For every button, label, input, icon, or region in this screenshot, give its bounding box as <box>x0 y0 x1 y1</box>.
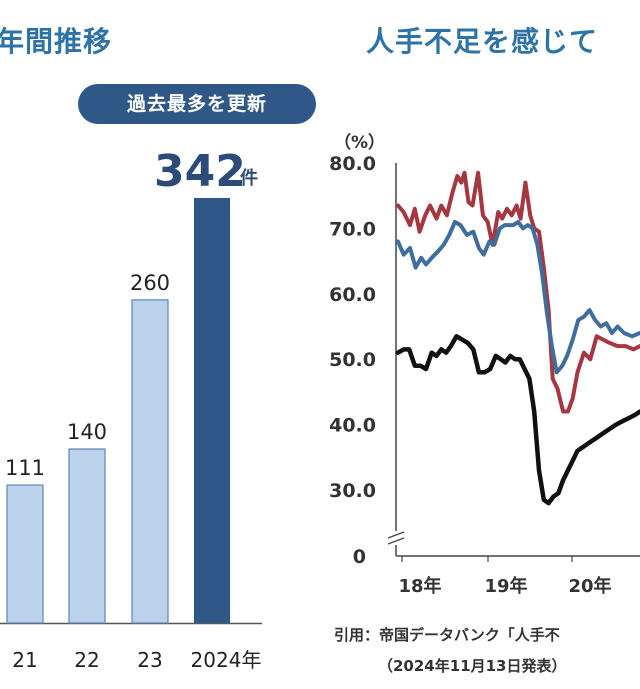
bar-2024年 <box>194 198 230 623</box>
citation-date: （2024年11月13日発表） <box>378 657 567 675</box>
y-axis-unit-label: （%） <box>334 133 386 153</box>
y-tick-60.0: 60.0 <box>329 284 376 306</box>
data-label-2024年: 342 <box>154 146 246 197</box>
bar-23 <box>131 299 169 624</box>
y-tick-80.0: 80.0 <box>329 153 376 175</box>
bar-22 <box>68 448 106 624</box>
bar-21 <box>6 484 44 624</box>
y-tick-40.0: 40.0 <box>329 415 376 437</box>
y-tick-0: 0 <box>353 546 366 568</box>
series-line-blue <box>396 219 640 375</box>
x-tick-19年: 19年 <box>484 575 527 597</box>
right-chart-title: 人手不足を感じて <box>366 25 599 58</box>
data-label-22: 140 <box>67 420 107 444</box>
x-tick-18年: 18年 <box>398 575 441 597</box>
data-label-23: 260 <box>130 271 170 295</box>
y-tick-50.0: 50.0 <box>329 349 376 371</box>
data-label-21: 111 <box>5 456 45 480</box>
data-label-unit: 件 <box>240 167 258 189</box>
left-chart-title: 年間推移 <box>0 25 113 58</box>
series-line-black <box>395 334 640 506</box>
line-chart: 0 30.0 40.0 50.0 60.0 70.0 80.0 18年 19年 20年 <box>329 153 640 597</box>
x-tick-22: 22 <box>74 648 99 672</box>
x-tick-2024年: 2024年 <box>191 648 262 672</box>
series-line-red <box>396 170 640 414</box>
citation-source: 引用：帝国データバンク「人手不 <box>334 626 560 644</box>
y-tick-70.0: 70.0 <box>329 218 376 240</box>
x-tick-21: 21 <box>12 648 37 672</box>
record-high-badge: 過去最多を更新 <box>78 84 316 124</box>
y-tick-30.0: 30.0 <box>329 480 376 502</box>
x-tick-20年: 20年 <box>568 575 611 597</box>
axis-break-mark <box>387 531 405 545</box>
axis-break-mask <box>386 533 406 543</box>
x-tick-23: 23 <box>137 648 162 672</box>
